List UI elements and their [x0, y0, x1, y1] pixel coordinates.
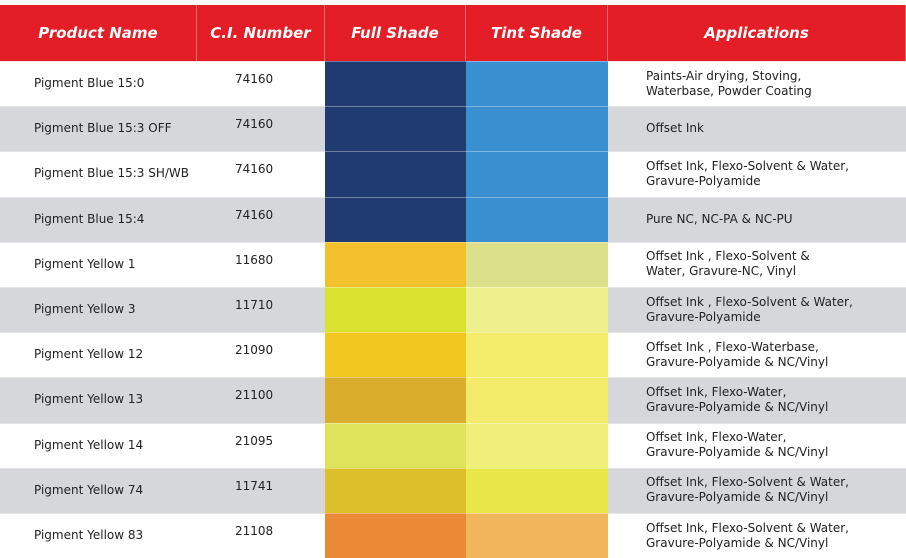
full-shade-swatch [325, 106, 466, 152]
ci-number: 21108 [235, 524, 274, 538]
product-name: Pigment Yellow 14 [34, 437, 144, 452]
applications: Offset Ink, Flexo-Water, Gravure-Polyami… [646, 384, 829, 414]
tint-shade-swatch [466, 196, 608, 242]
tint-shade-swatch [466, 106, 608, 152]
ci-number: 74160 [235, 207, 274, 222]
tint-shade-swatch [466, 61, 608, 107]
full-shade-swatch [325, 467, 466, 513]
product-name: Pigment Yellow 74 [34, 482, 144, 497]
product-name: Pigment Blue 15:3 OFF [34, 121, 172, 136]
applications: Offset Ink , Flexo-Waterbase, Gravure-Po… [646, 339, 829, 369]
tint-shade-swatch [466, 377, 608, 423]
ci-number: 11710 [235, 298, 274, 312]
header-cell: Product Name [0, 5, 197, 61]
tint-shade-swatch [466, 151, 608, 197]
applications: Offset Ink [646, 121, 704, 136]
ci-number: 74160 [235, 72, 274, 86]
ci-number: 74160 [235, 117, 274, 132]
applications: Offset Ink, Flexo-Solvent & Water, Gravu… [646, 475, 849, 505]
ci-number: 11680 [235, 252, 274, 267]
tint-shade-swatch [466, 287, 608, 333]
product-name: Pigment Yellow 12 [34, 347, 144, 362]
applications: Offset Ink, Flexo-Solvent & Water, Gravu… [646, 158, 849, 188]
applications: Paints-Air drying, Stoving, Waterbase, P… [646, 68, 812, 98]
header-cell: C.I. Number [197, 5, 325, 61]
tint-shade-swatch [466, 467, 608, 513]
ci-number: 74160 [235, 162, 274, 177]
ci-number: 21100 [235, 388, 274, 403]
header-cell: Applications [608, 5, 906, 61]
header-cell: Tint Shade [466, 5, 608, 61]
ci-number: 21090 [235, 343, 274, 358]
full-shade-swatch [325, 422, 466, 468]
applications: Offset Ink, Flexo-Water, Gravure-Polyami… [646, 430, 829, 460]
full-shade-swatch [325, 151, 466, 197]
ci-number: 21095 [235, 433, 274, 448]
full-shade-swatch [325, 241, 466, 287]
tint-shade-swatch [466, 332, 608, 378]
product-name: Pigment Yellow 3 [34, 302, 136, 317]
full-shade-swatch [325, 377, 466, 423]
product-name: Pigment Yellow 13 [34, 392, 144, 407]
product-name: Pigment Blue 15:3 SH/WB [34, 166, 190, 181]
full-shade-swatch [325, 196, 466, 242]
product-name: Pigment Yellow 83 [34, 528, 144, 543]
full-shade-swatch [325, 287, 466, 333]
tint-shade-swatch [466, 422, 608, 468]
tint-shade-swatch [466, 241, 608, 287]
ci-number: 11741 [235, 478, 274, 493]
full-shade-swatch [325, 61, 466, 107]
applications: Offset Ink, Flexo-Solvent & Water, Gravu… [646, 520, 849, 550]
full-shade-swatch [325, 332, 466, 378]
product-name: Pigment Yellow 1 [34, 256, 136, 271]
header-cell: Full Shade [325, 5, 466, 61]
applications: Pure NC, NC-PA & NC-PU [646, 211, 793, 226]
product-name: Pigment Blue 15:4 [34, 211, 145, 226]
full-shade-swatch [325, 513, 466, 558]
applications: Offset Ink , Flexo-Solvent & Water, Grav… [646, 249, 810, 279]
applications: Offset Ink , Flexo-Solvent & Water, Grav… [646, 294, 853, 324]
product-name: Pigment Blue 15:0 [34, 76, 145, 91]
tint-shade-swatch [466, 513, 608, 558]
